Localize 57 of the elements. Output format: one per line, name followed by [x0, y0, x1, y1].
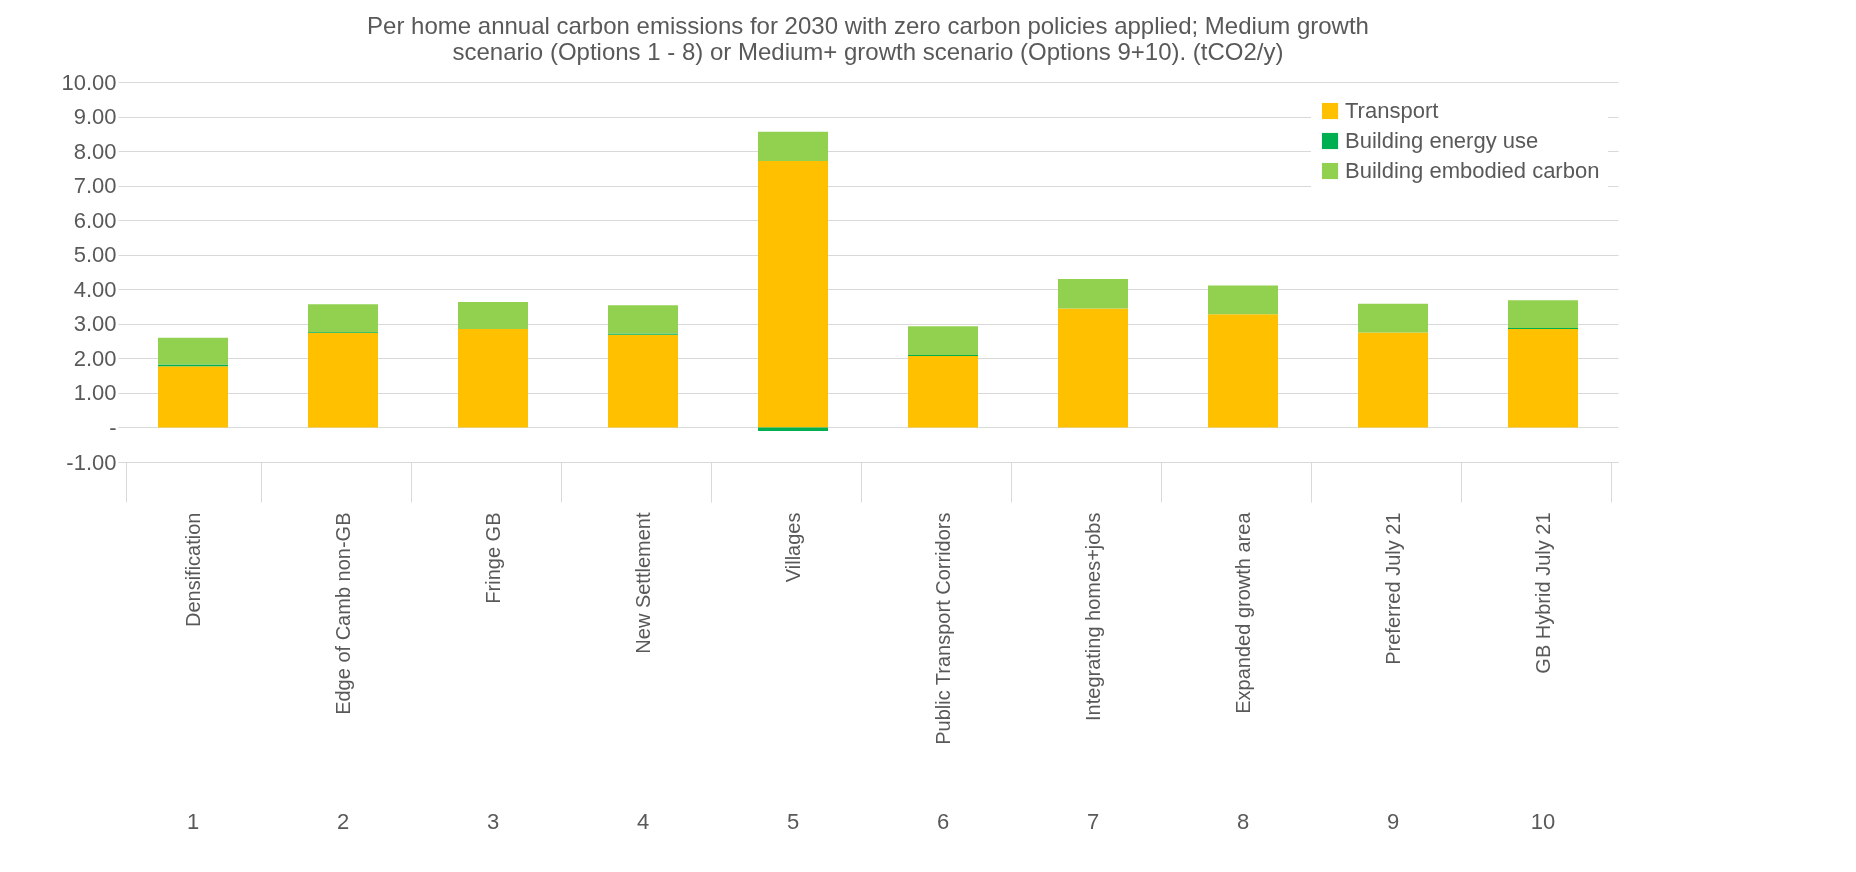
text: 4: [636, 809, 650, 834]
bar: [1208, 314, 1278, 428]
y-tick-label: -1.00: [66, 449, 117, 475]
x-tick-label: Densification: [181, 512, 204, 628]
y-tick-label: 6.00: [73, 207, 117, 233]
bar: [608, 305, 678, 334]
bar: [458, 302, 528, 329]
bar: [758, 131, 828, 162]
text: 7: [1086, 809, 1100, 834]
y-tick-label: 1.00: [73, 380, 117, 406]
x-tick-label: Villages: [781, 512, 804, 583]
text: 2: [336, 809, 350, 834]
x-tick-label: New Settlement: [631, 512, 654, 654]
bar: [1508, 329, 1578, 428]
y-tick-label: 4.00: [73, 276, 117, 302]
bar: [308, 332, 378, 428]
bar: [908, 355, 978, 428]
x-tick-label: Expanded growth area: [1231, 511, 1254, 714]
y-tick-label: 2.00: [73, 345, 117, 371]
y-tick-label: 5.00: [73, 242, 117, 268]
bar: [1358, 332, 1428, 428]
y-tick-label: 7.00: [73, 173, 117, 199]
y-tick-label: 8.00: [73, 138, 117, 164]
x-tick-label: Public Transport Corridors: [931, 512, 954, 745]
legend-label: Transport: [1345, 98, 1439, 123]
bar: [608, 334, 678, 428]
bar: [1058, 308, 1128, 428]
y-tick-label: 10.00: [61, 69, 117, 95]
bar: [158, 337, 228, 365]
text: 9: [1386, 809, 1400, 834]
bar: [1508, 300, 1578, 328]
bar: [158, 366, 228, 428]
x-tick-label: Integrating homes+jobs: [1081, 512, 1104, 721]
text: 1: [186, 809, 200, 834]
y-tick-label: 3.00: [73, 311, 117, 337]
bar: [1208, 285, 1278, 315]
y-tick-label: -: [109, 414, 117, 440]
bar: [1358, 303, 1428, 333]
bar: [758, 427, 828, 431]
bar: [308, 304, 378, 333]
x-tick-label: Fringe GB: [481, 512, 504, 604]
x-tick-label: Preferred July 21: [1381, 512, 1404, 665]
chart-title: Per home annual carbon emissions for 2030 with zero carbon policies applied; Medium growth scenario (Options 1 - 8) or Medium+ growth scenario (Options 9+10). (tCO2/y): [367, 12, 1369, 65]
text: 3: [486, 809, 500, 834]
bar: [458, 329, 528, 428]
x-tick-label: Edge of Camb non-GB: [331, 512, 354, 715]
x-tick-label: GB Hybrid July 21: [1531, 512, 1554, 674]
bar: [908, 326, 978, 355]
legend-label: Building energy use: [1345, 128, 1539, 153]
legend-label: Building embodied carbon: [1345, 158, 1600, 183]
bar: [758, 161, 828, 428]
text: 10: [1530, 809, 1556, 834]
text: 5: [786, 809, 800, 834]
bar: [1058, 278, 1128, 309]
y-tick-label: 9.00: [73, 104, 117, 130]
text: 8: [1236, 809, 1250, 834]
text: 6: [936, 809, 950, 834]
